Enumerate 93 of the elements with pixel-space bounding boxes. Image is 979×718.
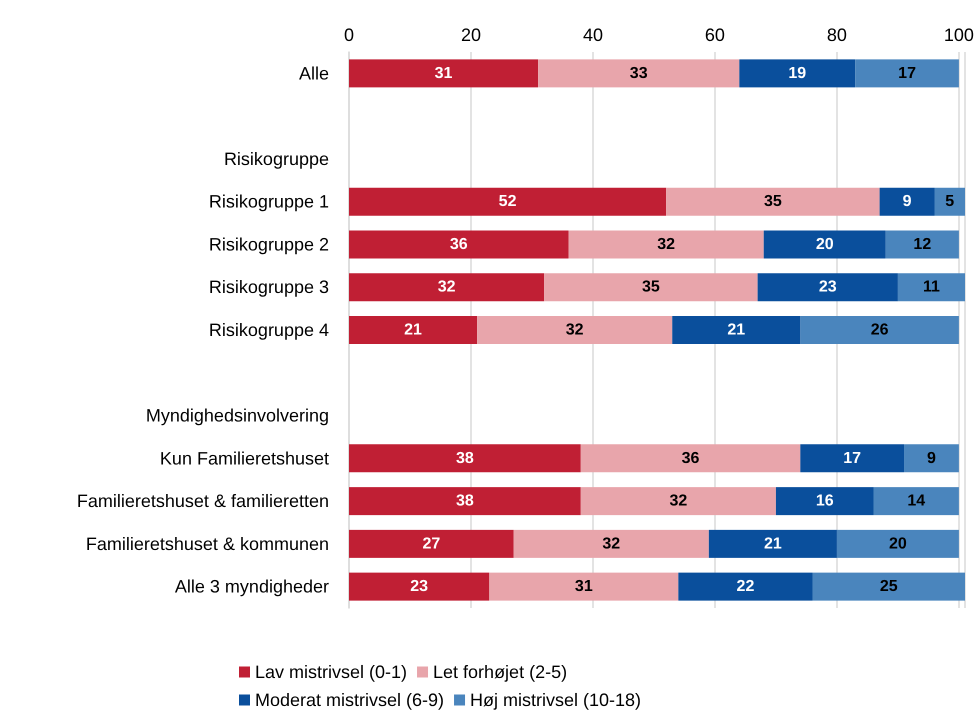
data-label: 23 (410, 578, 428, 596)
data-label: 20 (889, 535, 907, 552)
data-label: 27 (422, 535, 440, 552)
bar (580, 487, 776, 516)
data-label: 32 (566, 322, 584, 338)
bar (874, 487, 959, 516)
x-tick-label: 0 (344, 25, 354, 45)
bar (477, 316, 672, 344)
data-label: 22 (736, 578, 754, 596)
data-label: 32 (438, 278, 456, 296)
bar (349, 530, 514, 558)
data-label: 19 (788, 64, 806, 82)
bar (800, 444, 904, 472)
data-label: 16 (816, 492, 834, 510)
bar (349, 444, 581, 472)
bar (349, 273, 544, 302)
data-label: 21 (404, 322, 422, 338)
bar (349, 316, 478, 344)
bar (898, 273, 965, 302)
bar (568, 230, 764, 258)
data-label: 33 (630, 64, 648, 82)
bar (934, 188, 965, 216)
data-label: 35 (642, 278, 660, 296)
bar (538, 59, 740, 88)
bar (349, 487, 581, 516)
data-label: 31 (434, 64, 453, 82)
x-tick-label: 60 (704, 25, 725, 45)
data-label: 14 (907, 492, 926, 510)
data-label: 25 (880, 578, 898, 596)
data-label: 17 (898, 64, 916, 82)
legend-label: Let forhøjet (2-5) (433, 662, 568, 682)
y-tick-label: Alle 3 myndigheder (174, 576, 329, 597)
data-label: 31 (574, 578, 593, 596)
data-label: 38 (456, 450, 474, 467)
data-label: 20 (816, 236, 834, 253)
data-label: 36 (450, 236, 468, 253)
data-label: 17 (843, 450, 862, 467)
data-label: 21 (727, 322, 746, 338)
legend-label: Moderat mistrivsel (6-9) (255, 690, 444, 710)
bar (836, 530, 959, 558)
data-label: 12 (913, 236, 932, 253)
x-tick-label: 80 (826, 25, 847, 45)
y-tick-label: Risikogruppe 1 (208, 192, 329, 212)
bar (580, 444, 800, 472)
y-tick-label: Familieretshuset & kommunen (86, 534, 329, 554)
bar (886, 230, 959, 258)
data-label: 32 (669, 492, 688, 510)
legend-label: Høj mistrivsel (10-18) (470, 690, 642, 710)
bar (678, 572, 813, 601)
bar (776, 487, 874, 516)
bar (708, 530, 837, 558)
data-label: 11 (922, 278, 940, 296)
bar (855, 59, 959, 88)
y-tick-label: Myndighedsinvolvering (146, 406, 329, 426)
bar (349, 59, 538, 88)
bar (880, 188, 935, 216)
bar (672, 316, 800, 344)
bar (739, 59, 856, 88)
y-tick-label: Risikogruppe 2 (208, 234, 329, 254)
bar (764, 230, 886, 258)
bar (349, 572, 490, 601)
data-label: 9 (902, 193, 912, 210)
x-tick-label: 20 (460, 25, 481, 45)
data-label: 9 (927, 450, 936, 467)
legend-label: Lav mistrivsel (0-1) (255, 662, 408, 682)
bar (800, 316, 959, 344)
y-tick-label: Risikogruppe 3 (208, 277, 329, 298)
data-label: 35 (764, 193, 782, 210)
bar (544, 273, 758, 302)
bar (812, 572, 965, 601)
data-label: 32 (657, 236, 676, 253)
data-label: 36 (682, 450, 700, 467)
bar (904, 444, 959, 472)
bar (758, 273, 898, 302)
y-tick-label: Kun Familieretshuset (160, 448, 329, 468)
bar (514, 530, 709, 558)
y-tick-label: Risikogruppe (224, 148, 329, 169)
x-tick-label: 40 (582, 25, 603, 45)
data-label: 5 (945, 193, 954, 210)
y-tick-label: Alle (298, 63, 329, 84)
data-label: 52 (498, 193, 517, 210)
data-label: 21 (764, 535, 782, 552)
data-label: 32 (602, 535, 620, 552)
bar (666, 188, 880, 216)
y-tick-label: Risikogruppe 4 (208, 320, 329, 340)
x-tick-label: 100 (944, 25, 974, 45)
data-label: 26 (870, 322, 889, 338)
y-tick-label: Familieretshuset & familieretten (76, 491, 329, 512)
data-label: 23 (818, 278, 837, 296)
bar (349, 188, 666, 216)
bar (349, 230, 569, 258)
data-label: 38 (456, 492, 474, 510)
bar (489, 572, 678, 601)
